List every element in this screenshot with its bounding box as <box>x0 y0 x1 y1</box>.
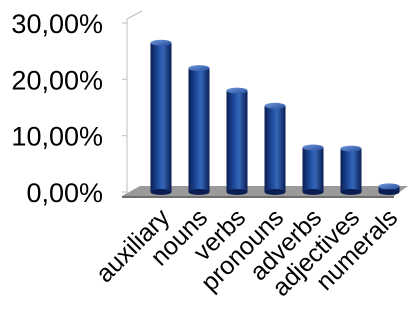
bar-base <box>188 189 210 195</box>
bar <box>150 39 172 195</box>
bar-body <box>302 147 324 192</box>
bar <box>226 87 248 195</box>
bar <box>264 102 286 195</box>
bar-base <box>264 189 286 195</box>
bar-body <box>340 148 362 192</box>
y-axis: 0,00% 10,00% 20,00% 30,00% <box>11 9 143 208</box>
bar <box>302 144 324 195</box>
bar-cap <box>378 183 400 190</box>
x-axis-labels: auxiliarynounsverbspronounsadverbsadject… <box>91 203 404 302</box>
bar-body <box>264 105 286 192</box>
bar <box>340 145 362 195</box>
bar <box>188 65 210 195</box>
bar-cap <box>264 102 286 109</box>
bar-base <box>226 189 248 195</box>
bar-body <box>150 42 172 192</box>
y-axis-top-edge <box>126 10 143 20</box>
bar-body <box>188 68 210 192</box>
bar-base <box>302 189 324 195</box>
y-tick-label: 20,00% <box>11 65 103 95</box>
y-tick-label: 10,00% <box>11 122 103 152</box>
bar-cap <box>188 65 210 72</box>
bar-cap <box>150 39 172 46</box>
bar-cap <box>340 145 362 152</box>
y-tick-label: 30,00% <box>11 9 103 39</box>
bars <box>150 39 400 195</box>
bar-base <box>378 189 400 195</box>
bar-cap <box>226 87 248 94</box>
bar-base <box>340 189 362 195</box>
y-tick-label: 0,00% <box>26 178 103 208</box>
bar <box>378 183 400 195</box>
floor-edge <box>122 196 394 198</box>
bar-base <box>150 189 172 195</box>
bar-cap <box>302 144 324 151</box>
bar-body <box>226 90 248 192</box>
